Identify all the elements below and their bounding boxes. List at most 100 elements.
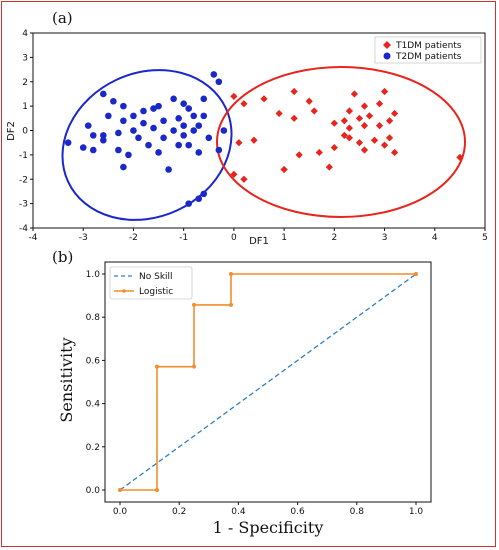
x-tick-label: 0.6 [290, 507, 305, 517]
t1dm-point [340, 117, 348, 125]
t1dm-point [385, 117, 394, 125]
t2dm-point [200, 112, 208, 120]
t2dm-point [145, 141, 152, 149]
panel-b-xlabel: 1 - Specificity [213, 518, 324, 537]
t1dm-point [290, 87, 298, 96]
t1dm-point [355, 139, 364, 147]
t1dm-point [230, 92, 238, 100]
t2dm-point [115, 129, 122, 137]
t2dm-point [195, 149, 203, 156]
t1dm-point [375, 100, 384, 108]
t2dm-point [115, 146, 122, 154]
t2dm-point [105, 112, 112, 120]
t2dm-point [155, 149, 162, 156]
t2dm-point [100, 132, 107, 139]
t2dm-point [185, 141, 192, 149]
x-tick-label: 4 [432, 233, 438, 243]
t2dm-point [160, 117, 167, 125]
t2dm-point [190, 112, 198, 120]
panel-b-legend: No Skill Logistic [109, 266, 193, 300]
logistic-point [229, 272, 233, 276]
panel-b-ticks: 0.0 0.2 0.4 0.6 0.8 1.0 0.0 0.2 0.4 0.6 0.8 1.0 [86, 270, 424, 517]
t2dm-point [165, 166, 172, 173]
t1dm-point [355, 114, 364, 122]
t1dm-point [260, 95, 268, 103]
t2dm-point [170, 95, 177, 103]
t1dm-point [360, 122, 369, 130]
t2dm-point [120, 102, 127, 110]
x-tick-label: 0.0 [113, 507, 128, 517]
t1dm-point [310, 107, 318, 115]
t2dm-point [210, 71, 218, 78]
t1dm-point [295, 151, 303, 159]
t2dm-point [215, 78, 223, 86]
t2dm-point [150, 105, 157, 112]
y-tick-label: 0.4 [86, 400, 101, 410]
panel-b-lines [118, 272, 418, 492]
t2dm-point [195, 122, 203, 129]
t2dm-point [180, 122, 187, 129]
y-tick-label: 3 [22, 53, 28, 63]
legend-logistic-marker [122, 289, 126, 293]
t1dm-point [391, 148, 399, 157]
t2dm-point [215, 146, 223, 154]
t2dm-point [64, 139, 72, 146]
t1dm-point [330, 143, 338, 152]
x-tick-label: 0 [231, 233, 237, 243]
t2dm-point [180, 132, 187, 139]
x-tick-label: 0.8 [350, 507, 365, 517]
t2dm-point [120, 117, 127, 125]
panel-a-legend: T1DM patients T2DM patients [374, 36, 482, 64]
t2dm-point [205, 134, 213, 142]
t2dm-point [130, 127, 137, 134]
t1dm-point [380, 87, 389, 96]
t2dm-point [190, 127, 198, 134]
legend-t2dm-label: T2DM patients [395, 52, 462, 62]
t1dm-point [230, 170, 238, 178]
y-tick-label: -3 [19, 200, 28, 210]
y-tick-label: 0.6 [86, 356, 101, 366]
t2dm-point [89, 132, 97, 139]
logistic-point [192, 302, 196, 307]
t2dm-point [130, 112, 137, 120]
t2dm-point [79, 144, 87, 151]
panel-b-axes [104, 261, 432, 503]
y-tick-label: 0.0 [86, 486, 101, 496]
logistic-line [120, 273, 416, 491]
t1dm-point [275, 109, 283, 118]
x-tick-label: 2 [331, 233, 337, 243]
noskill-line [119, 273, 417, 491]
panel-a-xlabel: DF1 [249, 236, 269, 247]
cluster-ellipses [61, 66, 466, 221]
t2dm-point [180, 100, 187, 107]
legend-t1dm-marker [383, 41, 391, 49]
t1dm-point [250, 136, 258, 144]
logistic-point [414, 272, 418, 276]
t2dm-point [100, 90, 107, 98]
x-tick-label: 0.2 [172, 507, 186, 517]
t1dm-point [350, 90, 359, 98]
t2dm-point [120, 163, 127, 171]
legend-a-box [374, 36, 482, 64]
x-tick-label: 0.4 [231, 507, 246, 517]
t1dm-point [290, 114, 298, 122]
t1dm-point [240, 175, 248, 183]
t2dm-point [185, 200, 192, 207]
x-tick-label: -1 [179, 233, 188, 243]
t1dm-point [330, 119, 338, 127]
t1dm-point [370, 136, 379, 144]
t2dm-point [185, 105, 192, 112]
t1dm-point [345, 107, 353, 115]
t1dm-point [340, 131, 348, 139]
y-tick-label: 0.8 [86, 313, 101, 323]
t1dm-point [345, 124, 353, 132]
t2dm-point [110, 97, 117, 105]
t2dm-point [84, 122, 92, 129]
t1dm-point [365, 112, 374, 120]
t1dm-point [456, 153, 464, 161]
panel-a-label: (a) [52, 9, 73, 27]
t2dm-point [175, 115, 182, 122]
legend-noskill-label: No Skill [139, 272, 173, 282]
t2dm-point [100, 136, 107, 144]
